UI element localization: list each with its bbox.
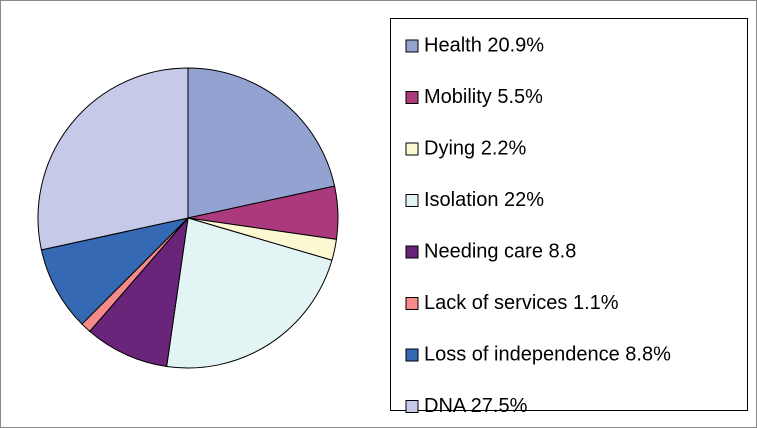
legend-swatch xyxy=(405,245,419,259)
legend-swatch xyxy=(405,91,419,104)
legend-swatch xyxy=(405,142,419,156)
legend-swatch xyxy=(405,39,419,53)
legend-label: Health 20.9% xyxy=(424,34,544,56)
pie-slice xyxy=(37,67,189,251)
legend-label: DNA 27.5% xyxy=(424,395,528,417)
legend-swatch xyxy=(405,297,419,310)
legend-swatch xyxy=(405,400,419,413)
legend-label: Lack of services 1.1% xyxy=(424,292,619,314)
legend-label: Needing care 8.8 xyxy=(424,240,576,262)
legend-swatch xyxy=(405,194,419,207)
legend-label: Mobility 5.5% xyxy=(424,86,543,108)
legend-swatch xyxy=(405,348,419,362)
pie-slice xyxy=(187,67,336,219)
pie-slice xyxy=(166,217,333,369)
pie-slice xyxy=(40,217,190,325)
legend-label: Loss of independence 8.8% xyxy=(424,343,671,365)
pie-slice xyxy=(89,216,189,368)
legend-box xyxy=(390,18,748,411)
legend-label: Dying 2.2% xyxy=(424,137,526,159)
legend-label: Isolation 22% xyxy=(424,189,544,211)
